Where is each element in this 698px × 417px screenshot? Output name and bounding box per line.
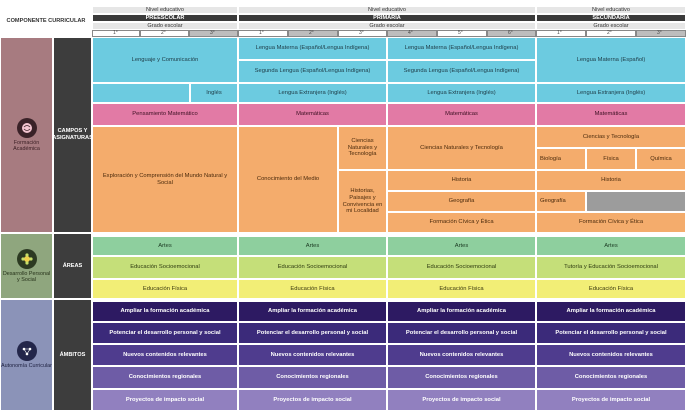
ambito-potenciar: Potenciar el desarrollo personal y socia… xyxy=(387,322,536,344)
ambito-proyectos: Proyectos de impacto social xyxy=(238,389,387,411)
ambito-conocimientos-regionales: Conocimientos regionales xyxy=(536,366,686,389)
grade-cell: 4° xyxy=(387,30,437,37)
ambito-potenciar: Potenciar el desarrollo personal y socia… xyxy=(238,322,387,344)
subject-segunda-lengua: Segunda Lengua (Español/Lengua Indígena) xyxy=(387,60,536,83)
subject-lengua-materna: Lengua Materna (Español/Lengua Indígena) xyxy=(387,37,536,60)
category-campos: CAMPOS Y ASIGNATURAS xyxy=(52,37,93,233)
grade-cell: 3° xyxy=(189,30,238,37)
grade-cell: 1° xyxy=(92,30,140,37)
subject-ciencias-p3: Ciencias Naturales y Tecnología xyxy=(338,126,387,170)
header-nivel-sec: Nivel educativo xyxy=(536,6,686,14)
area-educacion-fisica: Educación Física xyxy=(238,279,387,299)
subject-matematicas: Matemáticas xyxy=(536,103,686,126)
grade-cell: 2° xyxy=(288,30,338,37)
area-educacion-fisica: Educación Física xyxy=(92,279,238,299)
subject-ingles: Inglés xyxy=(190,83,238,103)
empty-cell xyxy=(586,191,686,212)
ambito-proyectos: Proyectos de impacto social xyxy=(536,389,686,411)
subject-quimica: Química xyxy=(636,148,686,170)
subject-lenguaje-comunicacion: Lenguaje y Comunicación xyxy=(92,37,238,83)
ambito-ampliar: Ampliar la formación académica xyxy=(536,301,686,322)
area-educacion-fisica: Educación Física xyxy=(387,279,536,299)
grade-cell: 1° xyxy=(536,30,586,37)
subject-biologia: Biología xyxy=(536,148,586,170)
level-primaria: PRIMARIA xyxy=(238,14,536,22)
grade-cell: 5° xyxy=(437,30,487,37)
component-autonomia-label: Autonomía Curricular xyxy=(1,362,52,369)
ambito-nuevos-contenidos: Nuevos contenidos relevantes xyxy=(92,344,238,366)
subject-ciencias-naturales: Ciencias Naturales y Tecnología xyxy=(387,126,536,170)
subject-lengua-extranjera: Lengua Extranjera (Inglés) xyxy=(536,83,686,103)
ambito-ampliar: Ampliar la formación académica xyxy=(92,301,238,322)
component-formacion-label: Formación Académica xyxy=(13,139,40,152)
ambito-nuevos-contenidos: Nuevos contenidos relevantes xyxy=(238,344,387,366)
grado-label-pri: Grado escolar xyxy=(238,22,536,30)
ambito-proyectos: Proyectos de impacto social xyxy=(387,389,536,411)
grade-cell: 1° xyxy=(238,30,288,37)
ambito-conocimientos-regionales: Conocimientos regionales xyxy=(92,366,238,389)
area-artes: Artes xyxy=(536,236,686,256)
grado-label-pre: Grado escolar xyxy=(92,22,238,30)
level-secundaria: SECUNDARIA xyxy=(536,14,686,22)
ambito-ampliar: Ampliar la formación académica xyxy=(387,301,536,322)
subject-matematicas: Matemáticas xyxy=(387,103,536,126)
subject-lengua-extranjera: Lengua Extranjera (Inglés) xyxy=(387,83,536,103)
grade-cell: 2° xyxy=(586,30,636,37)
subject-pensamiento-matematico: Pensamiento Matemático xyxy=(92,103,238,126)
subject-historias-paisajes: Historias, Paisajes y Convivencia en mi … xyxy=(338,170,387,233)
head-network-icon xyxy=(16,340,37,361)
subject-formacion-civica: Formación Cívica y Ética xyxy=(387,212,536,233)
grado-label-sec: Grado escolar xyxy=(536,22,686,30)
subject-conocimiento-medio: Conocimiento del Medio xyxy=(238,126,338,233)
ambito-ampliar: Ampliar la formación académica xyxy=(238,301,387,322)
area-socioemocional: Educación Socioemocional xyxy=(238,256,387,279)
grade-cell: 6° xyxy=(487,30,536,37)
subject-geografia: Geografía xyxy=(536,191,586,212)
subject-ciencias-tecnologia: Ciencias y Tecnología xyxy=(536,126,686,148)
subject-fisica: Física xyxy=(586,148,636,170)
head-flower-icon xyxy=(16,248,37,269)
subject-historia: Historia xyxy=(387,170,536,191)
category-ambitos: ÁMBITOS xyxy=(53,299,92,411)
subject-historia: Historia xyxy=(536,170,686,191)
ambito-nuevos-contenidos: Nuevos contenidos relevantes xyxy=(536,344,686,366)
grade-cell: 2° xyxy=(140,30,189,37)
ambito-conocimientos-regionales: Conocimientos regionales xyxy=(238,366,387,389)
ambito-nuevos-contenidos: Nuevos contenidos relevantes xyxy=(387,344,536,366)
component-formacion: Formación Académica xyxy=(0,37,53,233)
area-socioemocional: Educación Socioemocional xyxy=(387,256,536,279)
brain-icon xyxy=(16,117,37,138)
ambito-conocimientos-regionales: Conocimientos regionales xyxy=(387,366,536,389)
area-artes: Artes xyxy=(92,236,238,256)
area-artes: Artes xyxy=(387,236,536,256)
header-nivel-pri: Nivel educativo xyxy=(238,6,536,14)
ambito-potenciar: Potenciar el desarrollo personal y socia… xyxy=(536,322,686,344)
area-socioemocional: Educación Socioemocional xyxy=(92,256,238,279)
category-areas: ÁREAS xyxy=(53,233,92,299)
component-desarrollo: Desarrollo Personal y Social xyxy=(0,233,53,299)
header-componente: COMPONENTE CURRICULAR xyxy=(0,6,92,36)
subject-matematicas: Matemáticas xyxy=(238,103,387,126)
subject-segunda-lengua: Segunda Lengua (Español/Lengua Indígena) xyxy=(238,60,387,83)
ambito-potenciar: Potenciar el desarrollo personal y socia… xyxy=(92,322,238,344)
subject-lengua-materna-espanol: Lengua Materna (Español) xyxy=(536,37,686,83)
area-educacion-fisica: Educación Física xyxy=(536,279,686,299)
subject-lengua-materna: Lengua Materna (Español/Lengua Indígena) xyxy=(238,37,387,60)
subject-preescolar-spacer xyxy=(92,83,190,103)
component-autonomia: Autonomía Curricular xyxy=(0,299,53,411)
subject-geografia: Geografía xyxy=(387,191,536,212)
grade-cell: 3° xyxy=(636,30,686,37)
subject-formacion-civica: Formación Cívica y Ética xyxy=(536,212,686,233)
header-nivel-pre: Nivel educativo xyxy=(92,6,238,14)
subject-exploracion: Exploración y Comprensión del Mundo Natu… xyxy=(92,126,238,233)
ambito-proyectos: Proyectos de impacto social xyxy=(92,389,238,411)
component-desarrollo-label: Desarrollo Personal y Social xyxy=(2,270,51,283)
level-preescolar: PREESCOLAR xyxy=(92,14,238,22)
area-artes: Artes xyxy=(238,236,387,256)
area-tutoria: Tutoría y Educación Socioemocional xyxy=(536,256,686,279)
subject-lengua-extranjera: Lengua Extranjera (Inglés) xyxy=(238,83,387,103)
grade-cell: 3° xyxy=(338,30,387,37)
